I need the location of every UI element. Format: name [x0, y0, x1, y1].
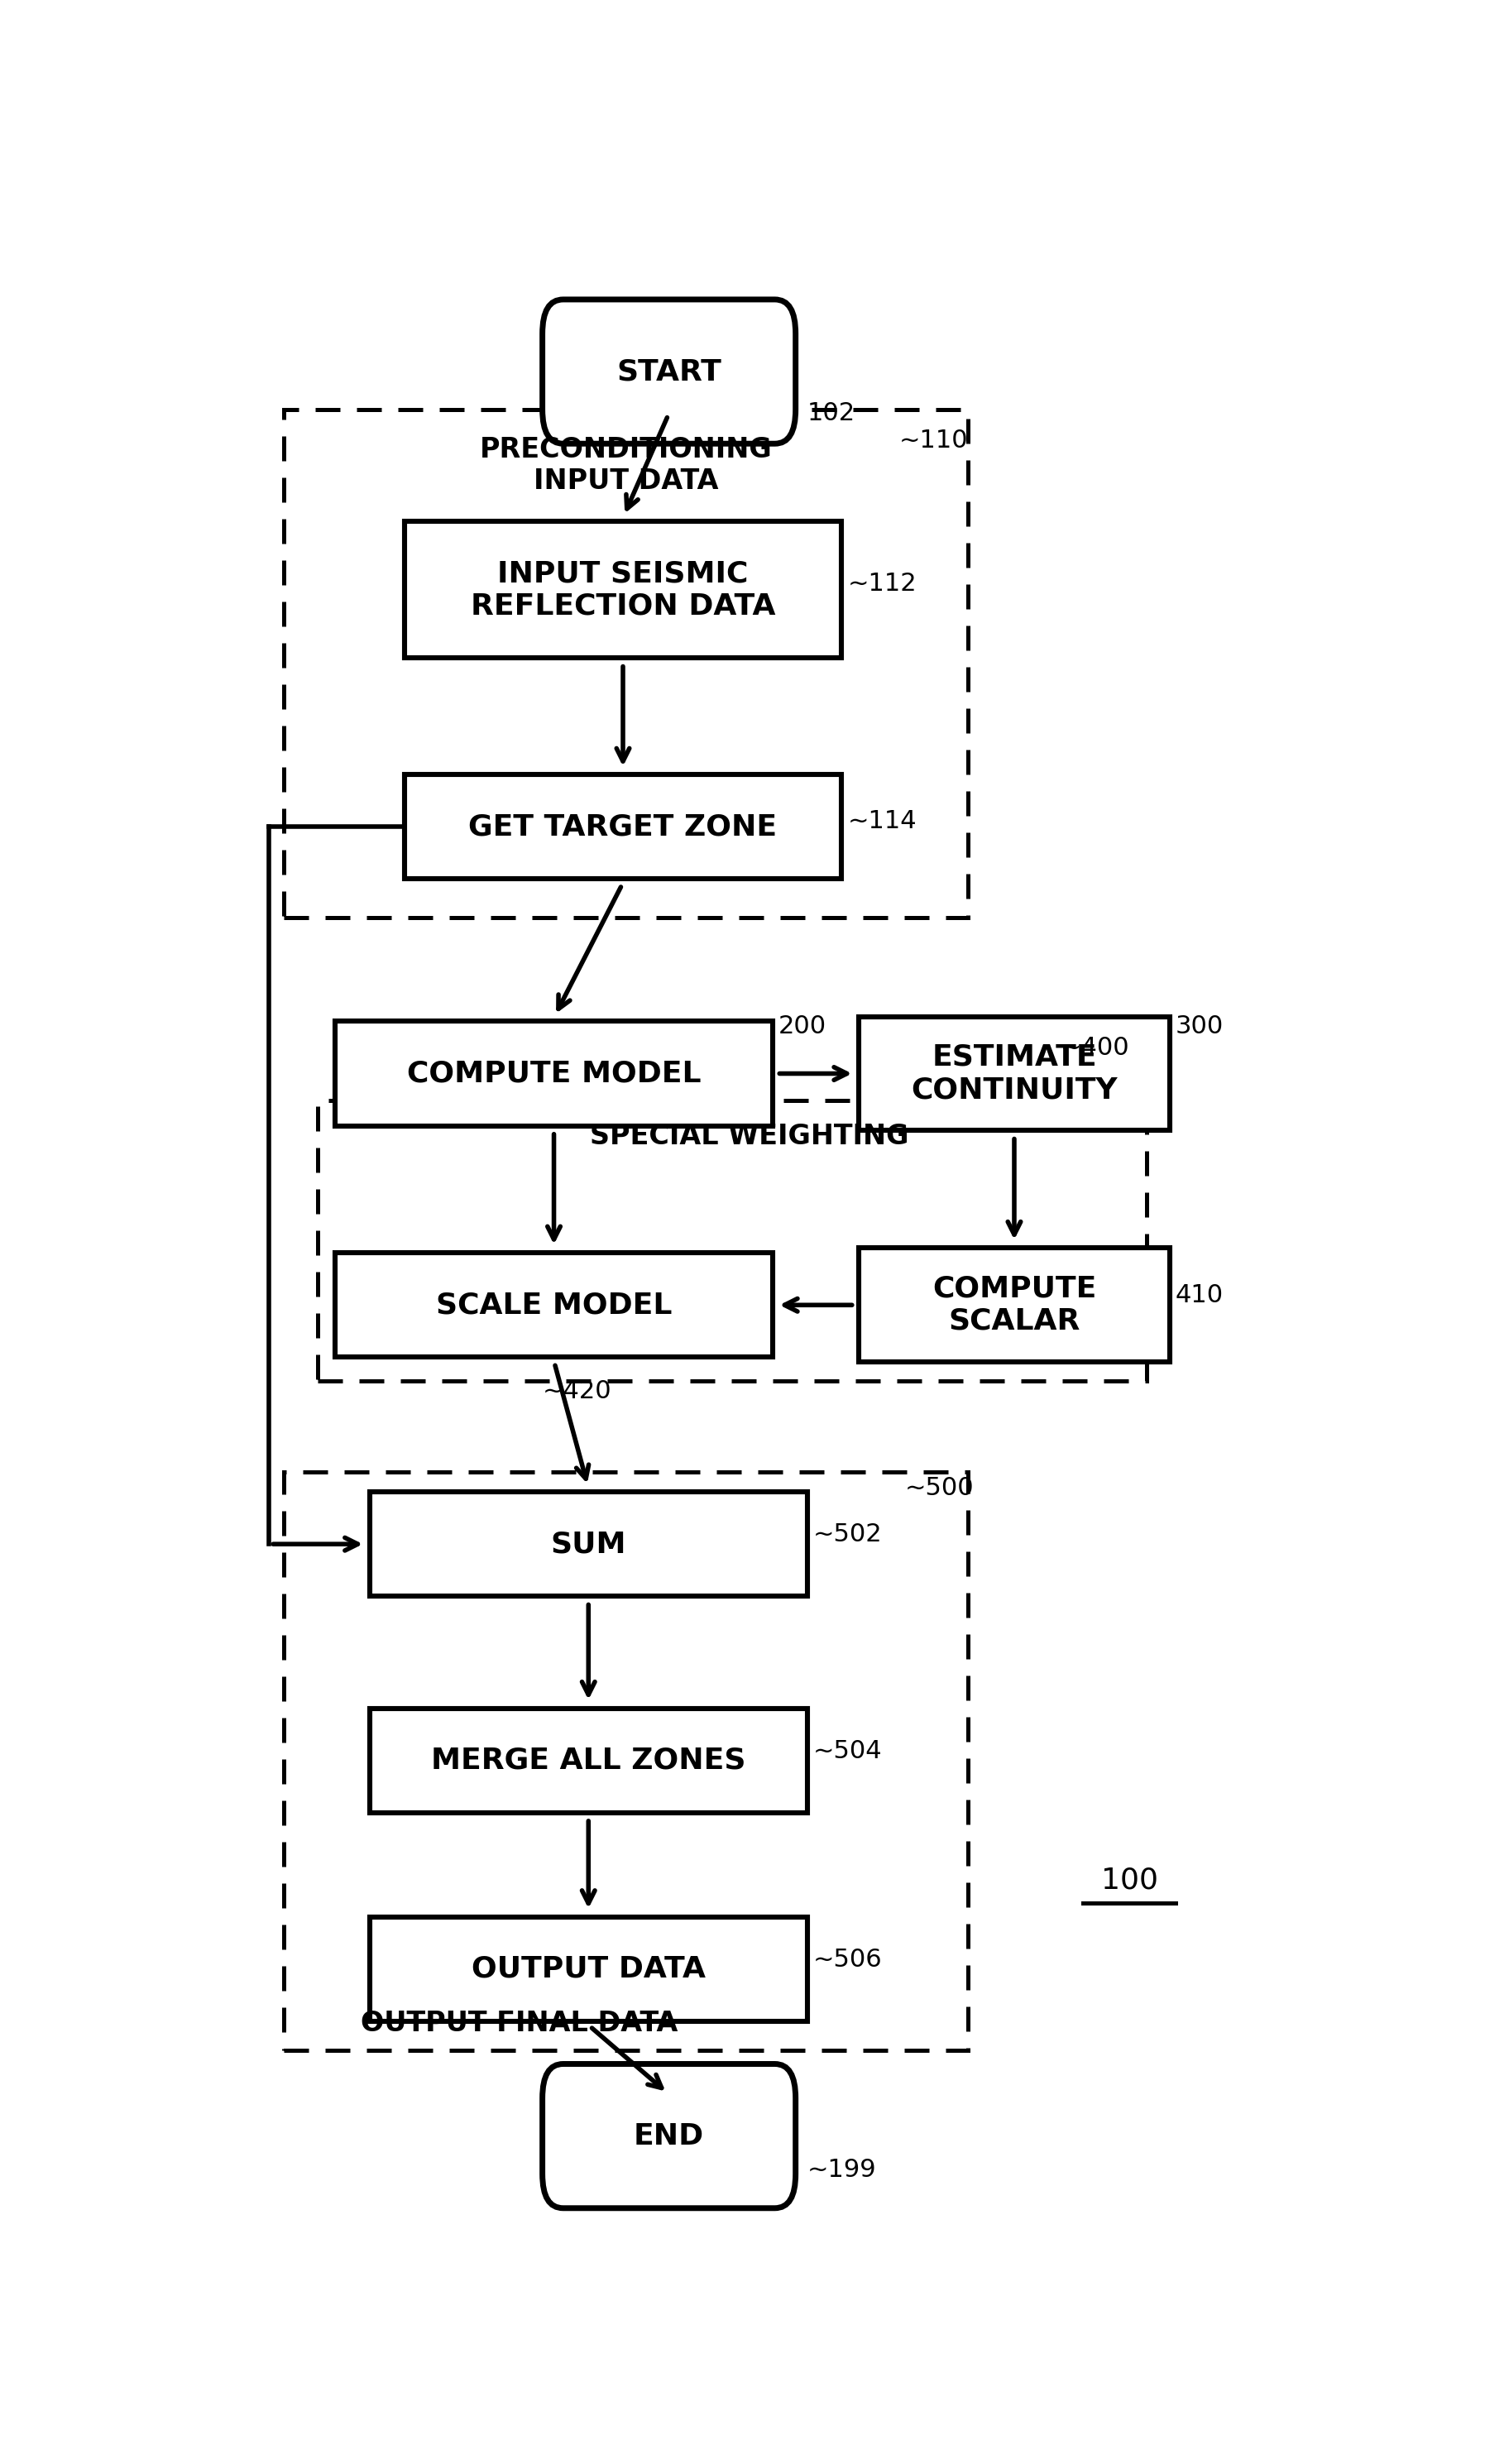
Text: ~500: ~500 — [904, 1476, 974, 1501]
Text: 410: 410 — [1176, 1284, 1224, 1308]
Text: COMPUTE
SCALAR: COMPUTE SCALAR — [933, 1274, 1096, 1335]
Bar — [404, 774, 842, 880]
Bar — [370, 1491, 808, 1597]
Text: OUTPUT DATA: OUTPUT DATA — [471, 1954, 705, 1984]
Text: ESTIMATE
CONTINUITY: ESTIMATE CONTINUITY — [912, 1042, 1117, 1104]
Text: ~502: ~502 — [812, 1523, 882, 1547]
Text: START: START — [616, 357, 722, 387]
Bar — [336, 1252, 772, 1358]
Text: ~114: ~114 — [848, 808, 916, 833]
Text: SUM: SUM — [551, 1530, 627, 1557]
Text: ~400: ~400 — [1060, 1035, 1130, 1060]
Text: ~199: ~199 — [808, 2158, 876, 2183]
Text: INPUT SEISMIC
REFLECTION DATA: INPUT SEISMIC REFLECTION DATA — [471, 559, 775, 621]
Text: GET TARGET ZONE: GET TARGET ZONE — [469, 813, 777, 840]
Text: END: END — [634, 2122, 704, 2151]
Bar — [370, 1917, 808, 2020]
Text: SCALE MODEL: SCALE MODEL — [437, 1291, 671, 1318]
Text: ~110: ~110 — [900, 429, 968, 453]
Bar — [284, 409, 968, 919]
Text: 300: 300 — [1176, 1015, 1224, 1037]
Text: ~506: ~506 — [812, 1947, 882, 1971]
Text: PRECONDITIONING
INPUT DATA: PRECONDITIONING INPUT DATA — [480, 436, 772, 495]
Bar — [404, 522, 842, 658]
Text: ~112: ~112 — [848, 572, 916, 596]
FancyBboxPatch shape — [542, 2065, 796, 2208]
FancyBboxPatch shape — [542, 301, 796, 444]
Text: 100: 100 — [1100, 1865, 1158, 1895]
Text: 102: 102 — [808, 402, 855, 426]
Bar — [336, 1023, 772, 1126]
Bar — [858, 1018, 1170, 1131]
Text: SPECIAL WEIGHTING: SPECIAL WEIGHTING — [590, 1124, 909, 1151]
Text: COMPUTE MODEL: COMPUTE MODEL — [407, 1060, 701, 1087]
Bar — [318, 1099, 1146, 1380]
Bar — [370, 1708, 808, 1814]
Text: 200: 200 — [778, 1015, 827, 1037]
Text: ~420: ~420 — [542, 1380, 612, 1404]
Text: OUTPUT FINAL DATA: OUTPUT FINAL DATA — [361, 2011, 679, 2038]
Bar — [284, 1471, 968, 2050]
Bar — [858, 1249, 1170, 1363]
Text: ~504: ~504 — [812, 1740, 882, 1762]
Text: MERGE ALL ZONES: MERGE ALL ZONES — [431, 1747, 745, 1774]
